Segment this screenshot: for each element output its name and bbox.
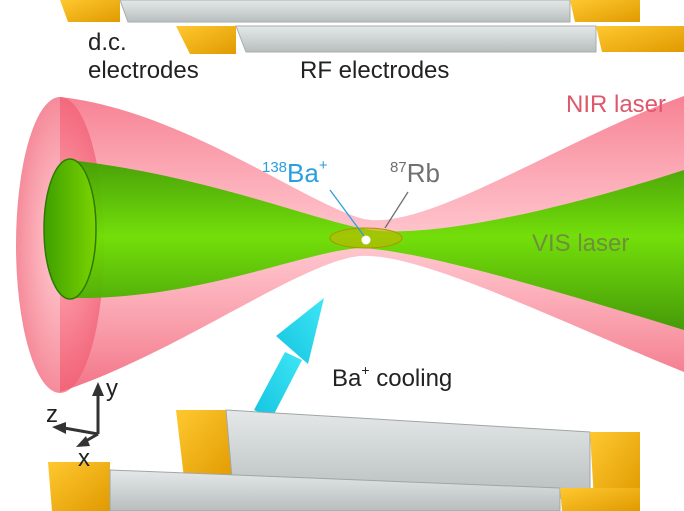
ba-ion-label: 138Ba+ xyxy=(262,157,328,188)
rf-electrodes-label: RF electrodes xyxy=(300,57,449,84)
ba-ion-mass: 138 xyxy=(262,159,287,176)
ba-ion-element: Ba xyxy=(287,158,319,188)
rb-atom-label: 87Rb xyxy=(390,158,440,188)
ba-ion-charge: + xyxy=(319,157,328,174)
dc-electrodes-label-line1: d.c. xyxy=(88,29,127,56)
rb-element: Rb xyxy=(407,158,440,188)
cooling-charge: + xyxy=(361,362,369,378)
vis-laser-label: VIS laser xyxy=(532,230,629,257)
rb-label-pointer xyxy=(384,191,409,229)
top-electrodes xyxy=(60,0,684,54)
ba-ion xyxy=(361,235,371,245)
cooling-element: Ba xyxy=(332,365,362,392)
coordinate-axes xyxy=(52,382,104,447)
z-axis-arrow xyxy=(63,426,99,436)
bottom-dc-electrode-left-front xyxy=(48,462,110,511)
bottom-rf-electrode-front xyxy=(109,469,561,511)
bottom-dc-electrode-left-back xyxy=(176,410,236,478)
top-dc-electrode-right-front xyxy=(596,26,684,52)
z-axis-arrowhead xyxy=(52,422,66,434)
top-dc-electrode-left xyxy=(60,0,120,22)
axis-y-label: y xyxy=(106,375,118,402)
vis-beam-face xyxy=(43,158,97,300)
rb-mass: 87 xyxy=(390,159,407,176)
ba-label-pointer xyxy=(329,189,365,237)
nir-laser-label: NIR laser xyxy=(566,91,666,118)
top-rf-electrode-front xyxy=(235,25,597,53)
bottom-dc-electrode-right-front xyxy=(560,488,640,511)
axis-x-label: x xyxy=(78,445,90,472)
cooling-text: cooling xyxy=(370,365,453,392)
bottom-dc-electrode-right-back xyxy=(590,432,640,500)
top-dc-electrode-right xyxy=(570,0,640,22)
x-axis-arrowhead xyxy=(76,436,90,447)
cooling-arrow xyxy=(254,298,324,418)
cooling-arrow-shaft xyxy=(254,352,302,418)
cooling-label: Ba+ cooling xyxy=(332,362,452,392)
axis-z-label: z xyxy=(46,401,58,428)
cooling-arrow-head xyxy=(276,298,324,364)
top-rf-electrode-back xyxy=(119,0,571,23)
bottom-electrodes xyxy=(48,409,640,511)
trap-center xyxy=(329,189,409,249)
top-dc-electrode-left-front xyxy=(176,26,236,54)
y-axis-arrowhead xyxy=(92,382,104,396)
dc-electrodes-label-line2: electrodes xyxy=(88,57,199,84)
